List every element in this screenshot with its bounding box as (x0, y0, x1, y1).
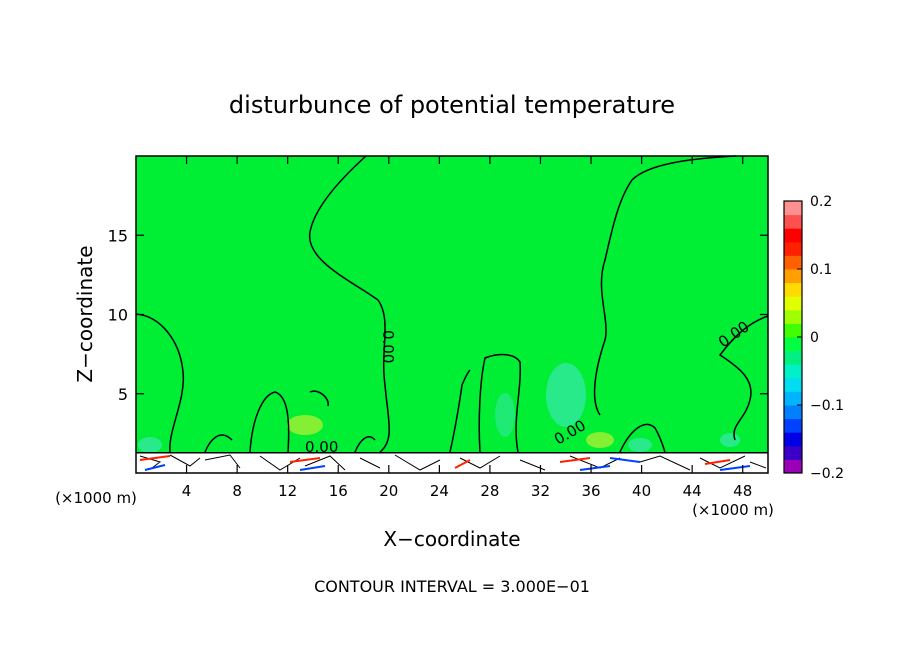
cyan-patch (720, 433, 740, 447)
contour-line (309, 155, 390, 453)
colorbar-swatch (784, 350, 802, 365)
x-tick-label: 32 (531, 482, 550, 500)
colorbar-swatch (784, 337, 802, 352)
x-tick-label: 8 (232, 482, 242, 500)
field-background (136, 156, 768, 473)
surface-layer (136, 452, 768, 473)
x-tick-label: 36 (581, 482, 600, 500)
colorbar-swatch (784, 323, 802, 338)
contour-lines (135, 155, 769, 453)
colorbar-swatch (784, 418, 802, 433)
colorbar-tick-label: 0.1 (810, 262, 832, 278)
x-tick-label: 4 (182, 482, 192, 500)
contour-line (135, 313, 185, 453)
x-tick-label: 48 (733, 482, 752, 500)
y-tick-label: 5 (118, 385, 128, 404)
x-unit-right: (×1000 m) (692, 501, 774, 519)
surface-boundary (136, 452, 768, 454)
colorbar-swatch (784, 214, 802, 229)
colorbar-swatch (784, 377, 802, 392)
cyan-patch (138, 437, 162, 453)
colorbar: −0.2 −0.1 0 0.1 0.2 (783, 194, 844, 482)
colorbar-swatch (784, 445, 802, 460)
colorbar-swatch (784, 255, 802, 270)
x-unit-left: (×1000 m) (55, 489, 137, 507)
colorbar-swatch (784, 432, 802, 447)
colorbar-swatch (784, 269, 802, 284)
chart-title: disturbunce of potential temperature (229, 91, 675, 119)
x-axis-label: X−coordinate (383, 527, 520, 551)
colorbar-tick-label: 0 (810, 330, 819, 346)
colorbar-swatch (784, 241, 802, 256)
colorbar-swatch (784, 391, 802, 406)
contour-line (309, 390, 329, 407)
contour-line (718, 315, 769, 441)
colorbar-swatch (784, 309, 802, 324)
surface-blue (144, 457, 751, 471)
contour-label: 0.00 (379, 330, 397, 363)
y-axis-label: Z−coordinate (73, 245, 97, 382)
colorbar-swatch (784, 228, 802, 243)
x-tick-label: 28 (480, 482, 499, 500)
surface-strip (136, 452, 768, 473)
cyan-patch (546, 363, 586, 427)
contour-line (204, 434, 233, 453)
y-axis: 5 10 15 (108, 226, 768, 404)
colorbar-swatch (784, 459, 802, 474)
x-tick-label: 44 (683, 482, 702, 500)
footer-contour-interval: CONTOUR INTERVAL = 3.000E−01 (314, 577, 590, 596)
colorbar-tick-label: −0.2 (810, 466, 844, 482)
y-tick-label: 10 (108, 306, 128, 325)
x-tick-label: 20 (379, 482, 398, 500)
contour-line (354, 436, 376, 453)
cyan-patch (628, 438, 652, 452)
x-tick-label: 24 (430, 482, 449, 500)
x-tick-label: 12 (278, 482, 297, 500)
contour-line (249, 391, 290, 453)
cyan-patch (495, 393, 515, 437)
colorbar-tick-label: 0.2 (810, 194, 832, 210)
surface-noise (139, 454, 767, 471)
colorbar-swatch (784, 296, 802, 311)
yellow-patch (586, 432, 614, 448)
surface-red (139, 455, 731, 469)
x-tick-label: 16 (329, 482, 348, 500)
colorbar-swatch (784, 364, 802, 379)
contour-line (449, 369, 471, 453)
contour-line (593, 155, 737, 416)
x-axis: 4 8 12 16 20 24 28 32 36 40 44 48 (182, 156, 752, 500)
contour-label: 0.00 (305, 438, 338, 456)
colorbar-swatch (784, 405, 802, 420)
colorbar-swatch (784, 201, 802, 216)
y-tick-label: 15 (108, 226, 128, 245)
x-tick-label: 40 (632, 482, 651, 500)
yellow-patch (287, 415, 323, 435)
colorbar-tick-label: −0.1 (810, 398, 844, 414)
contour-line (478, 353, 522, 453)
plot-area: 0.00 0.00 0.00 0.00 (135, 155, 769, 474)
colorbar-swatch (784, 282, 802, 297)
field-patches (138, 363, 740, 453)
contour-line (619, 423, 666, 453)
